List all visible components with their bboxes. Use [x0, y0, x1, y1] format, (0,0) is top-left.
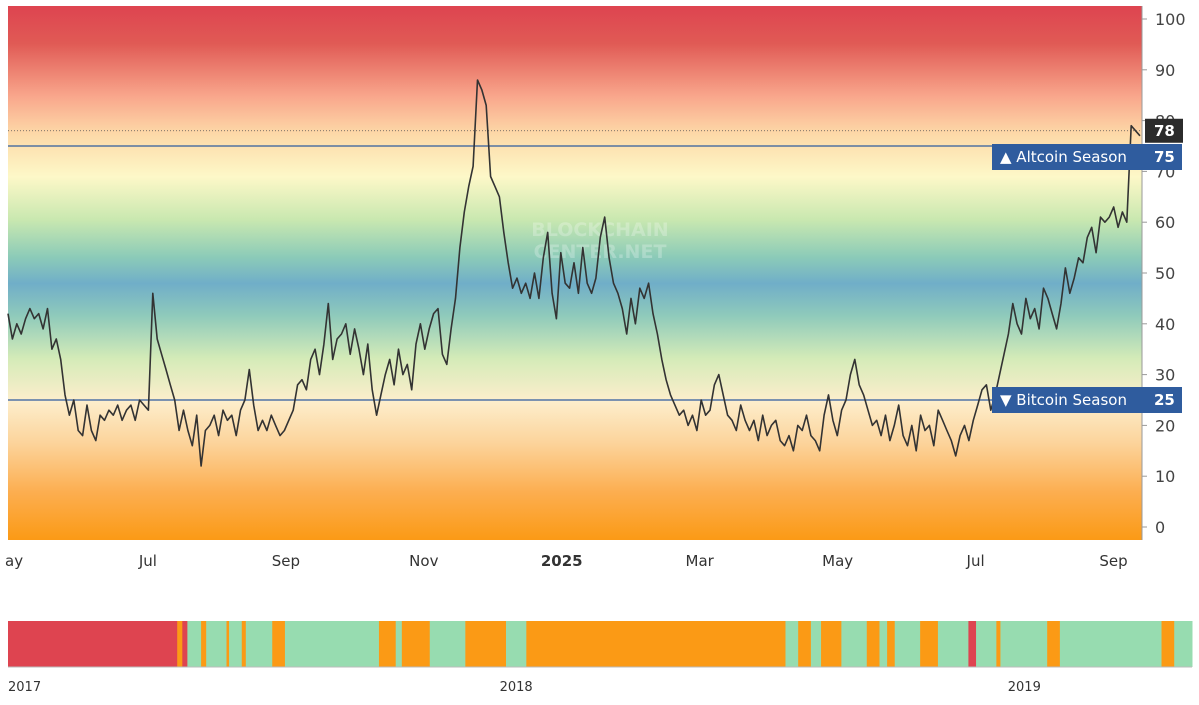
x-tick-label: Sep	[1099, 552, 1127, 570]
current-value: 78	[1154, 122, 1175, 140]
x-tick-label: Jul	[966, 552, 985, 570]
strip-x-tick-label: 2019	[1008, 680, 1041, 695]
bitcoin-season-label: ▼ Bitcoin Season	[1000, 391, 1127, 409]
x-tick-label: Jul	[138, 552, 157, 570]
season-segment-altcoin	[894, 621, 921, 667]
bitcoin-season-value: 25	[1154, 391, 1175, 409]
season-segment-altcoin	[1000, 621, 1048, 667]
season-segment-altcoin	[976, 621, 997, 667]
y-tick-label: 30	[1155, 366, 1175, 385]
altcoin-season-value: 75	[1154, 148, 1175, 166]
x-tick-label: May	[822, 552, 853, 570]
season-segment-neutral	[996, 621, 1001, 667]
season-segment-altcoin	[505, 621, 527, 667]
season-segment-neutral	[1161, 621, 1175, 667]
index-series-line	[7, 79, 1141, 467]
season-history-strip: 2017 2018 2019	[8, 621, 1193, 695]
season-segment-altcoin	[429, 621, 466, 667]
season-segment-neutral	[378, 621, 397, 667]
y-tick-label: 60	[1155, 213, 1175, 232]
season-segment-neutral	[401, 621, 431, 667]
strip-x-tick-label: 2017	[8, 680, 41, 695]
y-tick-label: 90	[1155, 61, 1175, 80]
season-segment-altcoin	[1174, 621, 1193, 667]
watermark: BLOCKCHAIN CENTER.NET	[531, 219, 668, 263]
season-segment-neutral	[241, 621, 247, 667]
x-tick-label: ay	[5, 552, 23, 570]
main-chart: BLOCKCHAIN CENTER.NET 010203040506070809…	[5, 6, 1186, 570]
season-segment-altcoin	[785, 621, 799, 667]
season-segment-neutral	[821, 621, 842, 667]
season-segment-altcoin	[206, 621, 228, 667]
altcoin-season-marker: ▲ Altcoin Season 75	[992, 144, 1182, 170]
season-segment-bitcoin	[182, 621, 188, 667]
y-tick-label: 10	[1155, 467, 1175, 486]
season-segment-neutral	[465, 621, 507, 667]
season-segment-neutral	[201, 621, 207, 667]
season-segment-altcoin	[841, 621, 868, 667]
season-segment-altcoin	[245, 621, 273, 667]
altcoin-season-label: ▲ Altcoin Season	[1000, 148, 1127, 166]
y-tick-label: 0	[1155, 518, 1165, 537]
bitcoin-season-marker: ▼ Bitcoin Season 25	[992, 387, 1182, 413]
season-segment-altcoin	[937, 621, 969, 667]
season-segment-neutral	[526, 621, 786, 667]
season-segment-altcoin	[284, 621, 380, 667]
x-tick-label: Sep	[272, 552, 300, 570]
current-value-marker: 78	[1145, 118, 1183, 143]
y-tick-label: 20	[1155, 416, 1175, 435]
current-value-box	[1145, 118, 1183, 143]
y-tick-label: 50	[1155, 264, 1175, 283]
x-tick-label: 2025	[541, 552, 583, 570]
y-tick-label: 40	[1155, 315, 1175, 334]
y-tick-label: 100	[1155, 10, 1186, 29]
season-segment-neutral	[798, 621, 812, 667]
season-segment-altcoin	[810, 621, 822, 667]
season-segment-neutral	[177, 621, 183, 667]
season-segment-altcoin	[187, 621, 202, 667]
season-segment-bitcoin	[968, 621, 977, 667]
altcoin-season-label-box	[992, 144, 1182, 170]
watermark-line-2: CENTER.NET	[534, 241, 667, 263]
x-tick-label: Nov	[409, 552, 438, 570]
season-segment-altcoin	[879, 621, 888, 667]
season-segment-altcoin	[1059, 621, 1163, 667]
x-tick-label: Mar	[686, 552, 715, 570]
y-axis: 0102030405060708090100	[1142, 10, 1186, 537]
season-segment-altcoin	[395, 621, 403, 667]
strip-x-tick-label: 2018	[500, 680, 533, 695]
watermark-line-1: BLOCKCHAIN	[531, 219, 668, 241]
season-segment-neutral	[272, 621, 286, 667]
season-segment-bitcoin	[8, 621, 178, 667]
season-segment-neutral	[226, 621, 230, 667]
x-axis: ay Jul Sep Nov 2025 Mar May Jul Sep	[5, 552, 1128, 570]
bitcoin-season-label-box	[992, 387, 1182, 413]
season-segment-neutral	[920, 621, 939, 667]
season-segment-neutral	[1047, 621, 1061, 667]
season-segment-neutral	[866, 621, 880, 667]
season-segment-altcoin	[229, 621, 243, 667]
season-segment-neutral	[887, 621, 896, 667]
